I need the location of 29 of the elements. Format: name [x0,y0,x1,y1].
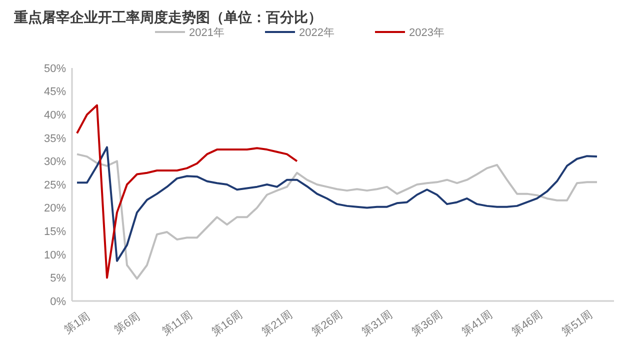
x-tick-label: 第36周 [410,308,445,338]
y-tick-label: 10% [44,249,66,262]
x-tick-label: 第11周 [160,309,195,338]
line-series [76,146,598,262]
y-tick-label: 30% [44,156,66,168]
legend-label: 2023年 [409,26,444,39]
y-tick-label: 0% [50,296,66,308]
y-tick-label: 5% [50,272,66,285]
x-tick-label: 第1周 [62,310,92,337]
line-series [76,104,298,279]
x-tick-label: 第46周 [510,308,545,338]
y-tick-label: 40% [44,109,66,122]
y-tick-label: 20% [44,202,66,215]
chart-title: 重点屠宰企业开工率周度走势图（单位：百分比） [13,9,322,25]
x-tick-label: 第6周 [112,310,142,337]
y-tick-label: 15% [44,226,66,238]
x-tick-label: 第51周 [560,308,595,338]
y-tick-label: 50% [44,62,66,75]
x-tick-label: 第16周 [210,308,245,338]
line-series [76,153,598,280]
x-tick-label: 第41周 [460,308,495,338]
x-tick-label: 第26周 [310,308,345,338]
legend-label: 2021年 [189,26,224,39]
y-tick-label: 45% [44,86,66,98]
x-tick-label: 第31周 [360,308,395,338]
y-tick-label: 25% [44,179,66,192]
legend-label: 2022年 [299,26,334,39]
y-tick-label: 35% [44,132,66,145]
x-tick-label: 第21周 [260,308,295,338]
